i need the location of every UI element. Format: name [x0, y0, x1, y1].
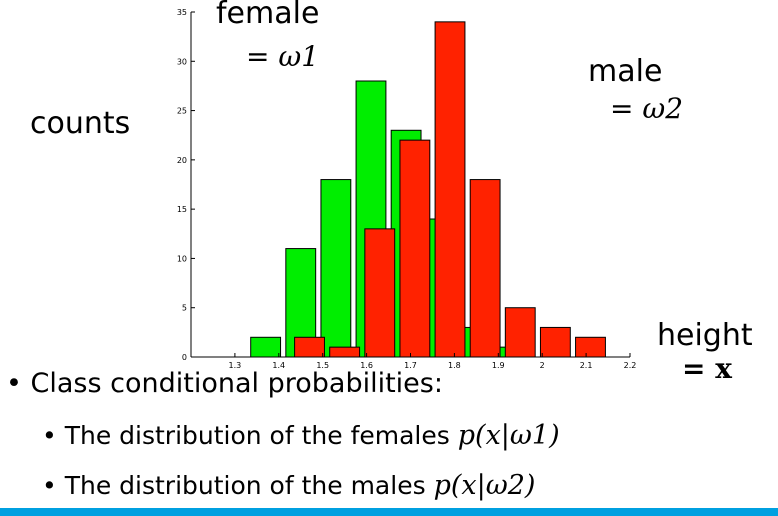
- bullet-dot: •: [6, 368, 31, 399]
- x-tick-label: 2.1: [580, 361, 593, 370]
- female-bar: [250, 336, 282, 358]
- x-tick-label: 1.8: [448, 361, 461, 370]
- male-label: male: [588, 54, 663, 89]
- male-bar: [364, 228, 396, 358]
- x-axis-math: = x: [682, 352, 732, 385]
- bullet-main-text: Class conditional probabilities:: [30, 368, 443, 399]
- male-bar: [329, 346, 361, 358]
- male-bar: [434, 21, 466, 358]
- y-tick-label: 0: [182, 353, 187, 362]
- female-label: female: [216, 0, 320, 31]
- y-tick-label: 10: [177, 254, 187, 263]
- x-tick-label: 1.3: [229, 361, 242, 370]
- y-tick-label: 5: [182, 304, 187, 313]
- x-tick-label: 1.6: [360, 361, 373, 370]
- x-axis-label: height: [657, 318, 753, 353]
- x-tick-label: 2: [540, 361, 545, 370]
- female-bar: [320, 179, 352, 358]
- bullet-sub-2-math: p(x|ω2): [433, 470, 536, 501]
- bullet-sub-2: • The distribution of the males p(x|ω2): [42, 470, 535, 501]
- x-tick-label: 1.9: [492, 361, 505, 370]
- bullet-sub-1-math: p(x|ω1): [457, 420, 560, 451]
- footer-accent-bar: [0, 508, 778, 516]
- bullet-main: • Class conditional probabilities:: [6, 368, 443, 399]
- female-math: = ω1: [246, 40, 320, 73]
- bullet-sub-2-text: The distribution of the males: [64, 471, 426, 500]
- y-tick-label: 20: [177, 156, 187, 165]
- x-tick-label: 1.4: [272, 361, 285, 370]
- bullet-dot: •: [42, 421, 65, 450]
- x-tick-label: 2.2: [624, 361, 637, 370]
- male-bar: [469, 179, 501, 358]
- male-bar: [399, 139, 431, 358]
- male-bar: [504, 307, 536, 358]
- bullet-dot: •: [42, 471, 65, 500]
- y-tick-label: 30: [177, 57, 187, 66]
- y-tick-label: 35: [177, 8, 187, 17]
- x-tick-label: 1.5: [316, 361, 329, 370]
- y-tick-label: 15: [177, 205, 187, 214]
- y-tick-label: 25: [177, 107, 187, 116]
- bullet-sub-1: • The distribution of the females p(x|ω1…: [42, 420, 560, 451]
- bullet-sub-1-text: The distribution of the females: [64, 421, 450, 450]
- male-bar: [539, 326, 571, 358]
- x-tick-label: 1.7: [404, 361, 417, 370]
- y-axis-label: counts: [30, 106, 131, 141]
- male-math: = ω2: [610, 92, 684, 125]
- male-bar: [294, 336, 325, 358]
- male-bar: [575, 336, 606, 358]
